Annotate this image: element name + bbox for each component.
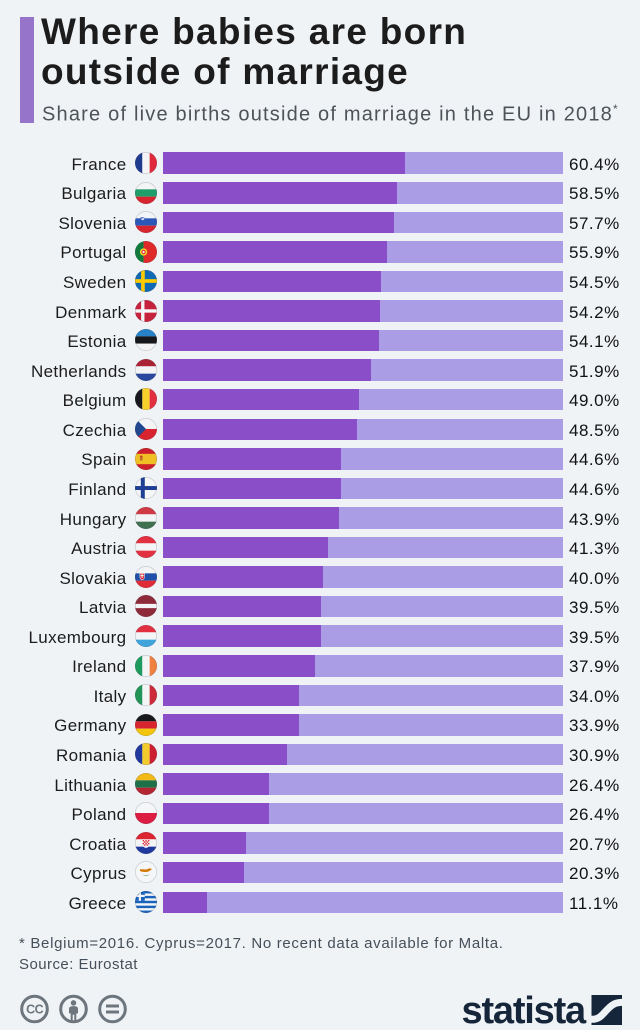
svg-text:statista: statista	[462, 992, 587, 1025]
svg-text:CC: CC	[26, 1003, 44, 1017]
